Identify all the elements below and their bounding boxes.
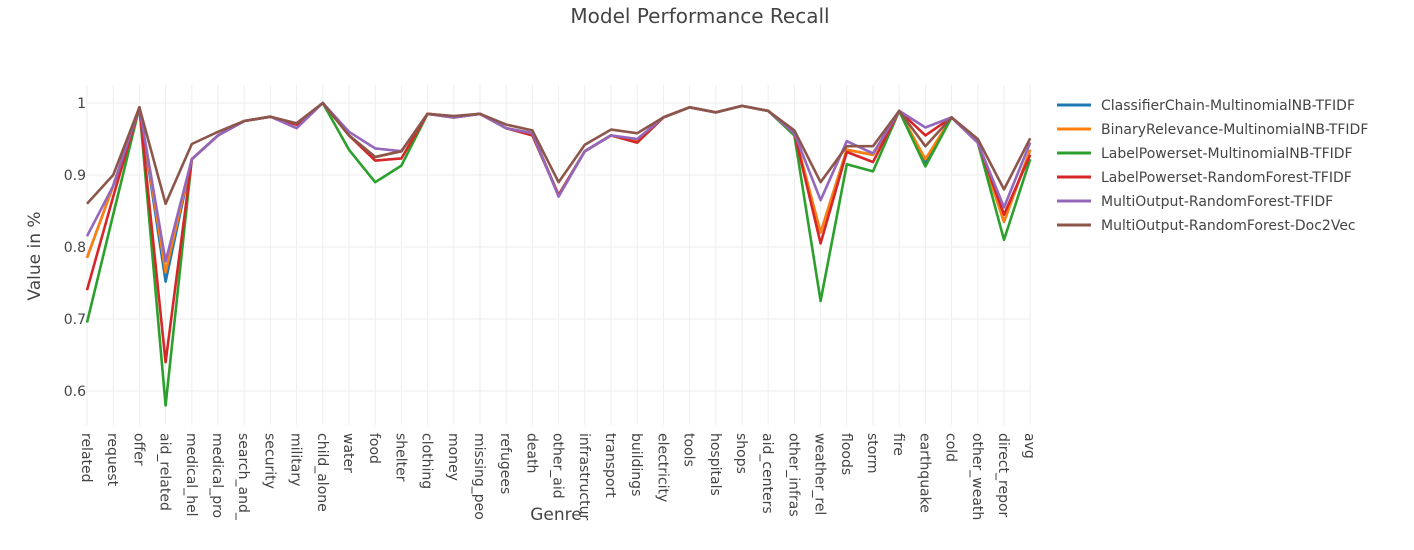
legend-item[interactable]: MultiOutput-RandomForest-TFIDF <box>1057 194 1333 210</box>
x-tick-label: aid_related <box>157 433 173 511</box>
x-tick-label: death <box>523 433 539 473</box>
x-tick-label: shelter <box>392 433 408 482</box>
x-tick-label: weather_rel <box>812 433 828 515</box>
series-line <box>86 101 1032 206</box>
x-tick-label: direct_repor <box>995 433 1011 518</box>
x-tick-label: water <box>340 433 356 473</box>
x-tick-label: shops <box>733 433 749 474</box>
x-tick-label: child_alone <box>314 433 330 512</box>
x-axis-ticks: related request offer aid_related medical_he… <box>78 433 1037 521</box>
legend-label: MultiOutput-RandomForest-Doc2Vec <box>1101 218 1356 234</box>
y-axis-title: Value in % <box>25 211 45 300</box>
x-tick-label: medical_hel <box>183 433 199 517</box>
series-lines <box>85 101 1032 407</box>
x-tick-label: clothing <box>419 433 435 489</box>
y-tick-label: 0.8 <box>64 240 86 256</box>
legend-item[interactable]: BinaryRelevance-MultinomialNB-TFIDF <box>1057 122 1368 138</box>
x-axis-title: Genre <box>530 505 581 525</box>
chart-title: Model Performance Recall <box>570 4 829 28</box>
x-tick-label: hospitals <box>707 433 723 496</box>
y-tick-label: 0.7 <box>64 312 86 328</box>
legend[interactable]: ClassifierChain-MultinomialNB-TFIDF Binar… <box>1057 98 1368 234</box>
legend-item[interactable]: LabelPowerset-MultinomialNB-TFIDF <box>1057 146 1353 162</box>
x-tick-label: request <box>104 433 120 487</box>
x-tick-label: transport <box>602 433 618 498</box>
x-tick-label: tools <box>681 433 697 467</box>
x-tick-label: search_and_ <box>235 433 251 521</box>
y-gridlines <box>87 102 1031 392</box>
x-tick-label: avg <box>1021 433 1037 459</box>
y-axis-ticks: 0.6 0.7 0.8 0.9 1 <box>64 96 86 400</box>
x-tick-label: infrastructur <box>576 433 592 520</box>
x-tick-label: security <box>261 433 277 489</box>
x-tick-label: offer <box>130 433 146 466</box>
legend-label: BinaryRelevance-MultinomialNB-TFIDF <box>1101 122 1368 138</box>
y-tick-label: 0.6 <box>64 384 86 400</box>
x-tick-label: aid_centers <box>759 433 775 514</box>
legend-item[interactable]: ClassifierChain-MultinomialNB-TFIDF <box>1057 98 1355 114</box>
legend-item[interactable]: LabelPowerset-RandomForest-TFIDF <box>1057 170 1352 186</box>
x-tick-label: refugees <box>497 433 513 494</box>
x-tick-label: earthquake <box>916 433 932 513</box>
x-tick-label: other_weath <box>969 433 985 520</box>
legend-label: LabelPowerset-MultinomialNB-TFIDF <box>1101 146 1353 162</box>
x-tick-label: missing_peo <box>471 433 487 520</box>
x-gridlines <box>86 85 1031 425</box>
x-tick-label: related <box>78 433 94 483</box>
x-tick-label: storm <box>864 433 880 474</box>
x-tick-label: cold <box>943 433 959 462</box>
legend-label: MultiOutput-RandomForest-TFIDF <box>1101 194 1333 210</box>
x-tick-label: other_aid <box>550 433 566 499</box>
x-tick-label: food <box>366 433 382 464</box>
x-tick-label: military <box>288 433 304 486</box>
x-tick-label: fire <box>890 433 906 456</box>
x-tick-label: electricity <box>654 433 670 502</box>
x-tick-label: other_infras <box>785 433 801 517</box>
x-tick-label: medical_pro <box>209 433 225 518</box>
x-tick-label: floods <box>838 433 854 475</box>
legend-label: ClassifierChain-MultinomialNB-TFIDF <box>1101 98 1355 114</box>
legend-item[interactable]: MultiOutput-RandomForest-Doc2Vec <box>1057 218 1356 234</box>
y-tick-label: 1 <box>77 96 86 112</box>
x-tick-label: buildings <box>628 433 644 496</box>
legend-label: LabelPowerset-RandomForest-TFIDF <box>1101 170 1352 186</box>
x-tick-label: money <box>445 433 461 481</box>
y-tick-label: 0.9 <box>64 168 86 184</box>
